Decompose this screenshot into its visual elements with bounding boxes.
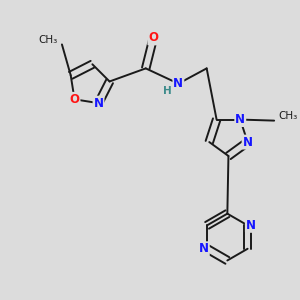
- Text: N: N: [94, 97, 103, 110]
- Text: CH₃: CH₃: [278, 111, 298, 121]
- Text: N: N: [246, 219, 256, 232]
- Text: O: O: [70, 93, 80, 106]
- Text: N: N: [243, 136, 253, 148]
- Text: H: H: [163, 86, 172, 96]
- Text: N: N: [235, 113, 245, 126]
- Text: N: N: [173, 77, 183, 90]
- Text: O: O: [148, 32, 158, 44]
- Text: CH₃: CH₃: [38, 35, 58, 45]
- Text: N: N: [199, 242, 209, 255]
